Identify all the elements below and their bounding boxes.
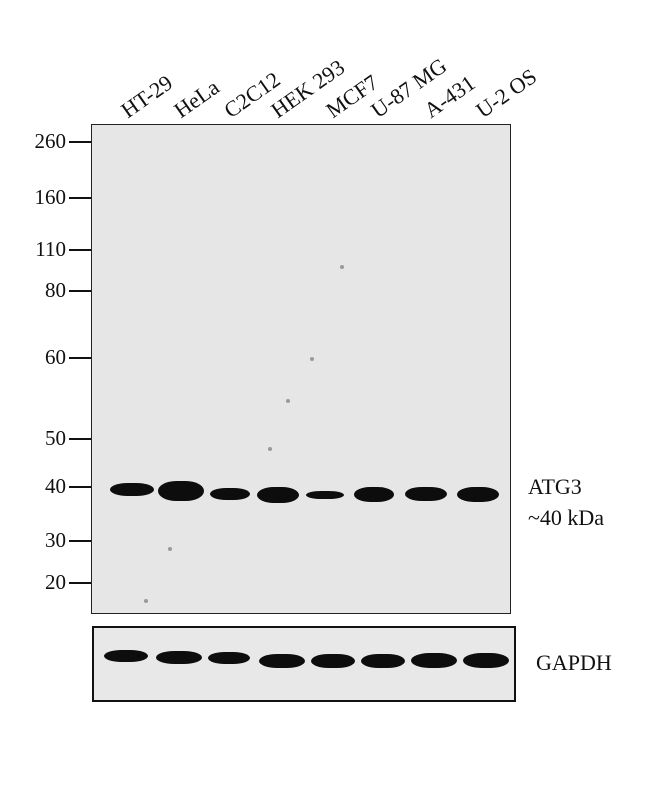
marker-50: 50 bbox=[45, 426, 66, 450]
marker-tick bbox=[69, 540, 92, 542]
gapdh-band-mcf7 bbox=[311, 654, 355, 668]
marker-20: 20 bbox=[45, 570, 66, 594]
marker-40: 40 bbox=[45, 474, 66, 498]
marker-30: 30 bbox=[45, 528, 66, 552]
marker-260: 260 bbox=[34, 129, 67, 153]
lane-label-u2os: U-2 OS bbox=[471, 63, 542, 123]
marker-60: 60 bbox=[45, 345, 66, 369]
gapdh-band-c2c12 bbox=[208, 652, 250, 664]
marker-110: 110 bbox=[35, 237, 66, 261]
background-speck bbox=[168, 547, 172, 551]
background-speck bbox=[340, 265, 344, 269]
atg3-band-a431 bbox=[405, 487, 447, 501]
marker-tick bbox=[69, 582, 92, 584]
marker-tick bbox=[69, 486, 92, 488]
target-size: ~40 kDa bbox=[528, 504, 605, 530]
background-speck bbox=[144, 599, 148, 603]
atg3-band-u2os bbox=[457, 487, 499, 502]
marker-tick bbox=[69, 141, 92, 143]
background-speck bbox=[286, 399, 290, 403]
atg3-blot-panel bbox=[91, 124, 511, 614]
marker-80: 80 bbox=[45, 278, 66, 302]
gapdh-band-u2os bbox=[463, 653, 509, 668]
background-speck bbox=[310, 357, 314, 361]
atg3-band-u87mg bbox=[354, 487, 394, 502]
atg3-band-c2c12 bbox=[210, 488, 250, 500]
marker-tick bbox=[69, 197, 92, 199]
background-speck bbox=[268, 447, 272, 451]
lane-label-ht29: HT-29 bbox=[116, 69, 177, 123]
gapdh-band-u87mg bbox=[361, 654, 405, 668]
marker-tick bbox=[69, 357, 92, 359]
atg3-band-mcf7 bbox=[306, 491, 344, 499]
gapdh-band-a431 bbox=[411, 653, 457, 668]
atg3-band-ht29 bbox=[110, 483, 154, 496]
gapdh-band-hela bbox=[156, 651, 202, 664]
lane-label-hela: HeLa bbox=[169, 74, 224, 123]
marker-tick bbox=[69, 249, 92, 251]
gapdh-band-hek293 bbox=[259, 654, 305, 668]
atg3-band-hela bbox=[158, 481, 204, 501]
loading-control-label: GAPDH bbox=[536, 650, 612, 675]
marker-tick bbox=[69, 438, 92, 440]
atg3-band-hek293 bbox=[257, 487, 299, 503]
marker-tick bbox=[69, 290, 92, 292]
gapdh-band-ht29 bbox=[104, 650, 148, 662]
target-label: ATG3 ~40 kDa bbox=[528, 472, 604, 534]
gapdh-blot-panel bbox=[92, 626, 516, 702]
target-name: ATG3 bbox=[528, 474, 582, 499]
marker-160: 160 bbox=[34, 185, 67, 209]
